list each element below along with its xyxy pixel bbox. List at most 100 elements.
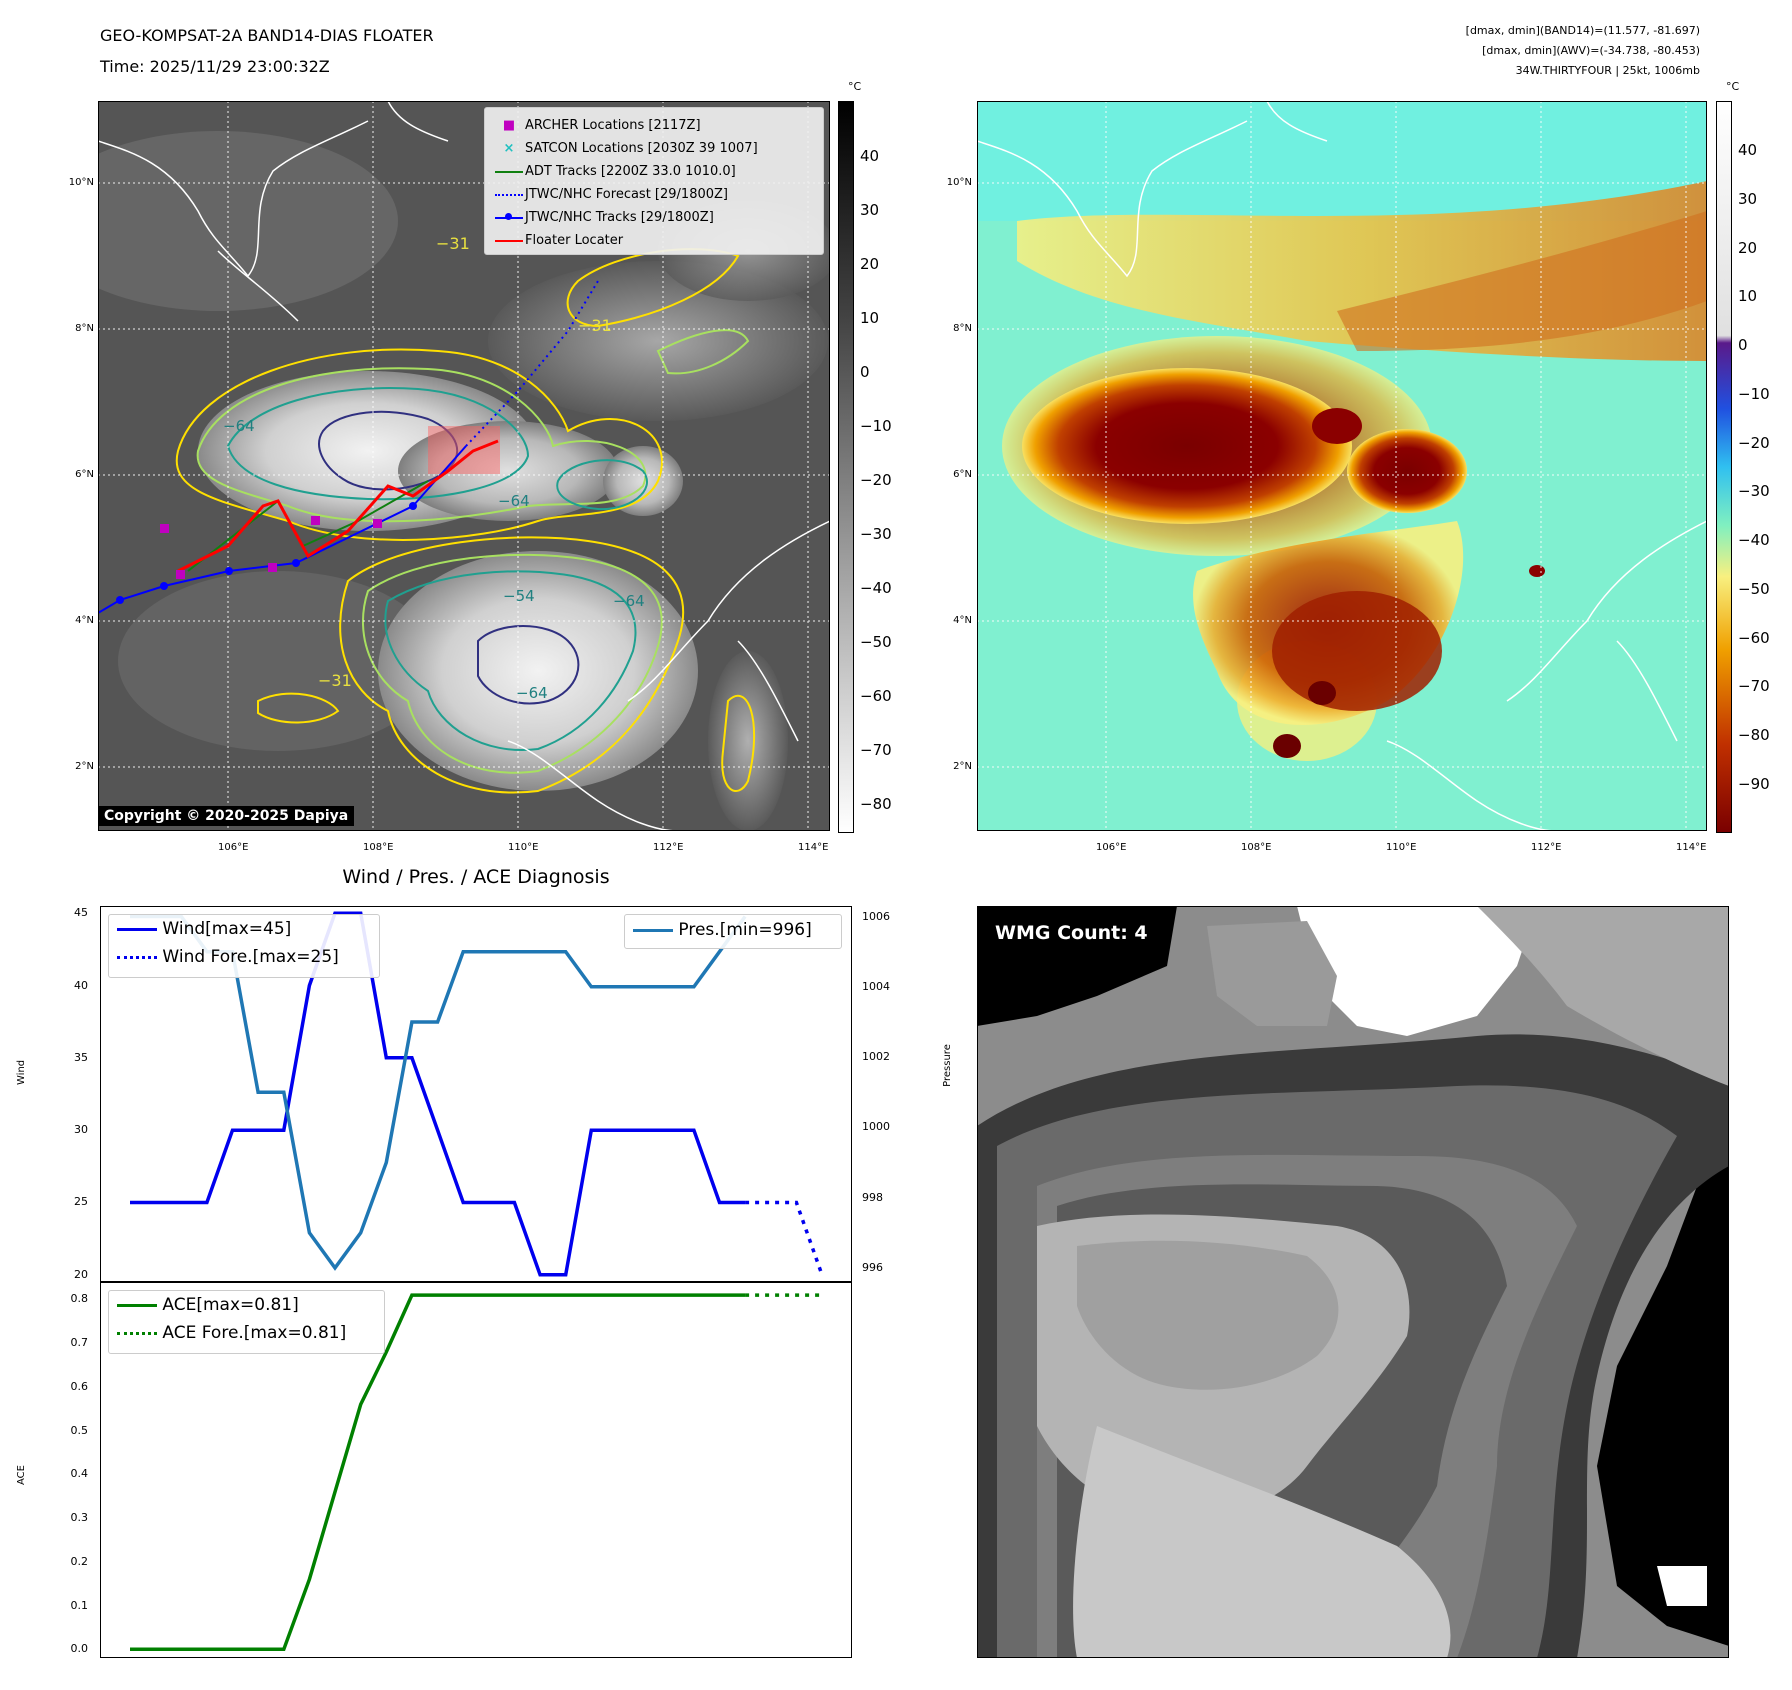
floater-locater-line bbox=[177, 439, 499, 573]
y-tick-label: 20 bbox=[74, 1267, 88, 1281]
solid-line-icon bbox=[117, 927, 157, 931]
y-tick-label: 0.2 bbox=[70, 1554, 89, 1568]
y-tick-label: 0.8 bbox=[70, 1292, 89, 1306]
lat-tick-label: 6°N bbox=[75, 469, 94, 480]
wind-legend: Wind[max=45] Wind Fore.[max=25] bbox=[108, 914, 380, 978]
lat-tick-label: 4°N bbox=[953, 615, 972, 626]
lon-tick-label: 114°E bbox=[798, 842, 829, 853]
figure-time: Time: 2025/11/29 23:00:32Z bbox=[100, 57, 330, 76]
lon-tick-label: 106°E bbox=[1096, 842, 1127, 853]
awv-colorbar-ticks: 40 30 20 10 0 −10 −20 −30 −40 −50 −60 −7… bbox=[1738, 141, 1770, 793]
dotted-line-icon bbox=[117, 1331, 157, 1335]
lon-tick-label: 114°E bbox=[1676, 842, 1707, 853]
lon-tick-label: 112°E bbox=[653, 842, 684, 853]
y2-tick-label: 1006 bbox=[862, 909, 890, 923]
legend-archer: ■ ARCHER Locations [2117Z] bbox=[493, 114, 758, 137]
y-tick-label: 0.0 bbox=[70, 1642, 89, 1656]
legend-jtwc-tracks: JTWC/NHC Tracks [29/1800Z] bbox=[493, 206, 758, 229]
ir-colorbar-unit: °C bbox=[848, 80, 862, 93]
wind-axis-label: Wind bbox=[16, 1059, 27, 1085]
solid-line-icon bbox=[633, 928, 673, 932]
figure-title: GEO-KOMPSAT-2A BAND14-DIAS FLOATER bbox=[100, 26, 434, 45]
contour-label: −31 bbox=[436, 234, 470, 253]
lat-tick-label: 8°N bbox=[75, 323, 94, 334]
copyright-label: Copyright © 2020-2025 Dapiya bbox=[98, 806, 355, 826]
map-legend: ■ ARCHER Locations [2117Z] × SATCON Locati… bbox=[484, 107, 824, 255]
series-line-0 bbox=[130, 1293, 746, 1652]
legend-wind: Wind[max=45] bbox=[109, 915, 379, 943]
dotted-line-icon bbox=[117, 955, 157, 959]
legend-pressure: Pres.[min=996] bbox=[625, 915, 841, 946]
lat-tick-label: 8°N bbox=[953, 323, 972, 334]
south-convection bbox=[378, 551, 698, 791]
y-tick-label: 0.4 bbox=[70, 1467, 89, 1481]
ir-colorbar-ticks: 40 30 20 10 0 −10 −20 −30 −40 −50 −60 −7… bbox=[860, 147, 892, 813]
ir-colorbar bbox=[838, 101, 854, 833]
wind-y-axis: 20 25 30 35 40 45 bbox=[16, 906, 96, 1282]
lon-tick-label: 110°E bbox=[508, 842, 539, 853]
contour-label: −31 bbox=[578, 316, 612, 335]
y-tick-label: 45 bbox=[74, 906, 88, 920]
y-tick-label: 25 bbox=[74, 1195, 88, 1209]
contour-label: −31 bbox=[318, 671, 352, 690]
awv-map bbox=[977, 101, 1707, 831]
red-line-icon bbox=[493, 239, 525, 242]
solid-line-icon bbox=[493, 170, 525, 173]
ace-axis-label: ACE bbox=[16, 1465, 27, 1485]
pressure-y-axis: 996 998 1000 1002 1004 1006 bbox=[858, 906, 918, 1282]
dotted-line-icon bbox=[493, 193, 525, 196]
y-tick-label: 0.7 bbox=[70, 1336, 89, 1350]
series-line-1 bbox=[745, 1200, 824, 1276]
y2-tick-label: 1002 bbox=[862, 1050, 890, 1064]
legend-floater: Floater Locater bbox=[493, 229, 758, 252]
lon-tick-label: 110°E bbox=[1386, 842, 1417, 853]
y-tick-label: 0.1 bbox=[70, 1598, 89, 1612]
square-marker-icon: ■ bbox=[502, 118, 516, 133]
solid-line-icon bbox=[117, 1303, 157, 1307]
lon-tick-label: 108°E bbox=[1241, 842, 1272, 853]
diagnosis-title: Wind / Pres. / ACE Diagnosis bbox=[342, 866, 610, 888]
lon-tick-label: 106°E bbox=[218, 842, 249, 853]
y-tick-label: 0.3 bbox=[70, 1511, 89, 1525]
contour-label: −64 bbox=[613, 592, 645, 610]
y-tick-label: 0.5 bbox=[70, 1423, 89, 1437]
series-line-0 bbox=[130, 911, 746, 1277]
pressure-axis-label: Pressure bbox=[941, 1044, 953, 1087]
lat-tick-label: 2°N bbox=[953, 761, 972, 772]
contour-label: −64 bbox=[498, 492, 530, 510]
y2-tick-label: 998 bbox=[862, 1190, 883, 1204]
contour-label: −64 bbox=[516, 684, 548, 702]
legend-jtwc-forecast: JTWC/NHC Forecast [29/1800Z] bbox=[493, 183, 758, 206]
legend-ace: ACE[max=0.81] bbox=[109, 1291, 384, 1319]
storm-info: 34W.THIRTYFOUR | 25kt, 1006mb bbox=[1515, 64, 1700, 77]
y2-tick-label: 1000 bbox=[862, 1120, 890, 1134]
jtwc-forecast-line bbox=[465, 280, 599, 447]
lon-tick-label: 112°E bbox=[1531, 842, 1562, 853]
ace-legend: ACE[max=0.81] ACE Fore.[max=0.81] bbox=[108, 1290, 385, 1354]
y-tick-label: 35 bbox=[74, 1050, 88, 1064]
awv-colorbar bbox=[1716, 101, 1732, 833]
lat-tick-label: 2°N bbox=[75, 761, 94, 772]
wmg-count-label: WMG Count: 4 bbox=[995, 922, 1148, 944]
lat-tick-label: 4°N bbox=[75, 615, 94, 626]
legend-satcon: × SATCON Locations [2030Z 39 1007] bbox=[493, 137, 758, 160]
lat-tick-label: 10°N bbox=[946, 177, 972, 188]
contour-label: −64 bbox=[223, 417, 255, 435]
x-marker-icon: × bbox=[503, 141, 515, 156]
ace-y-axis: 0.0 0.1 0.2 0.3 0.4 0.5 0.6 0.7 0.8 bbox=[16, 1282, 96, 1658]
north-moisture-core bbox=[1022, 368, 1352, 524]
awv-colorbar-unit: °C bbox=[1726, 80, 1740, 93]
y-tick-label: 0.6 bbox=[70, 1379, 89, 1393]
line-dot-icon bbox=[493, 212, 525, 220]
y-tick-label: 40 bbox=[74, 978, 88, 992]
y-tick-label: 30 bbox=[74, 1123, 88, 1137]
wmg-panel bbox=[977, 906, 1729, 1658]
legend-wind-forecast: Wind Fore.[max=25] bbox=[109, 943, 379, 971]
legend-ace-forecast: ACE Fore.[max=0.81] bbox=[109, 1319, 384, 1347]
legend-adt: ADT Tracks [2200Z 33.0 1010.0] bbox=[493, 160, 758, 183]
y2-tick-label: 1004 bbox=[862, 979, 890, 993]
contour-label: −54 bbox=[503, 587, 535, 605]
floater-box bbox=[428, 426, 500, 474]
band14-stats: [dmax, dmin](BAND14)=(11.577, -81.697) bbox=[1465, 24, 1700, 37]
lat-tick-label: 6°N bbox=[953, 469, 972, 480]
